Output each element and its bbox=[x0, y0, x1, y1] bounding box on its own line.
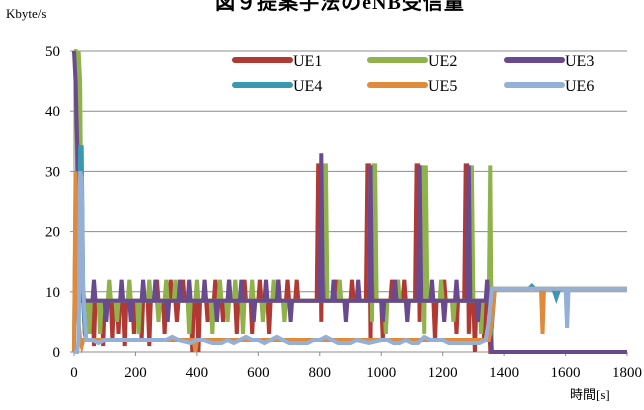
legend-label: UE5 bbox=[428, 78, 457, 95]
x-axis-unit-label: 時間[s] bbox=[570, 387, 610, 402]
series-line-ue5 bbox=[72, 171, 627, 354]
legend-label: UE6 bbox=[565, 78, 594, 95]
y-tick-label-10: 10 bbox=[45, 285, 60, 301]
y-tick-label-50: 50 bbox=[45, 44, 60, 60]
series-line-ue6 bbox=[74, 170, 627, 354]
legend-label: UE1 bbox=[293, 53, 322, 70]
x-tick-label-200: 200 bbox=[124, 365, 147, 381]
x-tick-label-400: 400 bbox=[186, 365, 209, 381]
legend-item-ue6: UE6 bbox=[504, 78, 594, 95]
x-tick-label-1600: 1600 bbox=[551, 365, 581, 381]
legend-item-ue4: UE4 bbox=[232, 78, 322, 95]
legend-item-ue2: UE2 bbox=[367, 53, 457, 70]
legend: UE1 UE2 UE3 UE4 UE5 UE6 bbox=[232, 53, 594, 95]
legend-label: UE2 bbox=[428, 53, 457, 70]
x-tick-label-1800: 1800 bbox=[612, 365, 642, 381]
y-tick-label-0: 0 bbox=[53, 345, 61, 361]
x-tick-label-1200: 1200 bbox=[428, 365, 458, 381]
legend-label: UE3 bbox=[565, 53, 594, 70]
legend-label: UE4 bbox=[293, 78, 322, 95]
x-tick-label-1000: 1000 bbox=[366, 365, 396, 381]
y-tick-label-20: 20 bbox=[45, 225, 60, 241]
legend-item-ue1: UE1 bbox=[232, 53, 322, 70]
y-axis-unit-label: Kbyte/s bbox=[6, 6, 47, 21]
tick-labels: 0 10 20 30 40 50 0 200 400 600 800 1000 1200 1400 1600… bbox=[45, 44, 642, 381]
x-tick-label-600: 600 bbox=[247, 365, 270, 381]
y-tick-label-40: 40 bbox=[45, 104, 60, 120]
legend-item-ue5: UE5 bbox=[367, 78, 457, 95]
x-tick-label-0: 0 bbox=[70, 365, 78, 381]
legend-item-ue3: UE3 bbox=[504, 53, 594, 70]
series-lines bbox=[72, 49, 627, 354]
y-tick-label-30: 30 bbox=[45, 164, 60, 180]
chart-title: 図９提案手法のeNB受信量 bbox=[215, 0, 465, 14]
x-tick-label-800: 800 bbox=[309, 365, 332, 381]
x-tick-label-1400: 1400 bbox=[489, 365, 519, 381]
series-line-ue3 bbox=[72, 50, 627, 354]
